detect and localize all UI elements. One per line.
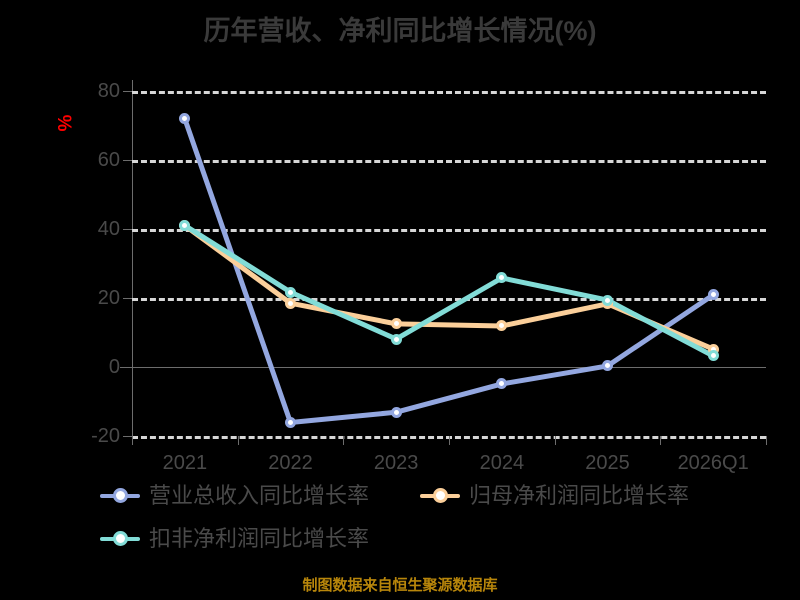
data-point[interactable] [390,333,402,345]
source-note: 制图数据来自恒生聚源数据库 [302,577,498,594]
series-line-1 [182,223,716,352]
data-point[interactable] [707,350,719,362]
x-tick [343,436,345,445]
data-point[interactable] [496,320,508,332]
y-tick [123,91,132,92]
series-line-2 [182,223,716,359]
legend-swatch-icon [420,487,460,505]
page-title: 历年营收、净利同比增长情况(%) [203,16,597,46]
x-tick [449,436,450,445]
y-axis-tick-label: 60 [97,149,120,171]
x-tick [237,436,239,445]
y-axis-unit-label: % [55,114,77,132]
x-axis-tick-label: 2026Q1 [677,452,749,474]
data-point[interactable] [179,220,191,232]
y-tick [123,298,132,299]
legend-item-0[interactable]: 营业总收入同比增长率 [100,478,369,514]
series-lines [182,116,716,426]
x-tick [132,436,133,445]
legend-row: 营业总收入同比增长率 归母净利润同比增长率 [0,478,800,514]
x-axis-tick-label: 2021 [162,452,208,474]
legend-swatch-icon [100,487,140,505]
y-axis-tick-label: 20 [97,287,120,309]
legend-item-1[interactable]: 归母净利润同比增长率 [420,478,689,514]
y-axis-tick-label: 40 [97,218,120,240]
gridline [132,229,766,232]
data-point[interactable] [390,406,402,418]
y-tick [123,160,132,161]
data-point[interactable] [285,286,296,298]
data-point[interactable] [602,294,613,306]
x-axis-tick-label: 2025 [585,452,630,474]
legend-item-2[interactable]: 扣非净利润同比增长率 [100,521,369,557]
series-line-0 [182,116,716,426]
gridline [132,160,766,163]
y-tick [123,229,132,230]
data-point[interactable] [602,360,613,372]
legend-label: 归母净利润同比增长率 [469,483,690,508]
legend-label: 扣非净利润同比增长率 [149,526,370,551]
y-tick [123,367,132,368]
legend-row: 扣非净利润同比增长率 [0,521,800,557]
legend-label: 营业总收入同比增长率 [149,483,370,508]
data-point[interactable] [496,272,508,284]
plot-area [120,80,767,445]
x-tick [554,436,556,445]
gridline [132,298,766,301]
data-point[interactable] [285,417,296,429]
data-point[interactable] [707,289,719,301]
y-tick [123,436,132,437]
zero-baseline [120,367,766,368]
x-tick [660,436,662,445]
x-axis-tick-label: 2023 [373,452,419,474]
y-axis-tick-label: 0 [108,356,120,378]
data-point[interactable] [285,297,296,309]
x-tick [766,436,767,445]
y-axis-tick-label: -20 [91,425,120,447]
data-point[interactable] [390,318,402,330]
x-axis-tick-label: 2022 [268,452,313,474]
data-point[interactable] [179,113,191,125]
y-axis-line [131,80,133,438]
x-axis-tick-label: 2024 [479,452,525,474]
gridline [132,91,766,94]
data-point[interactable] [496,378,508,390]
legend-swatch-icon [100,530,140,548]
y-axis-tick-label: 80 [97,80,120,102]
